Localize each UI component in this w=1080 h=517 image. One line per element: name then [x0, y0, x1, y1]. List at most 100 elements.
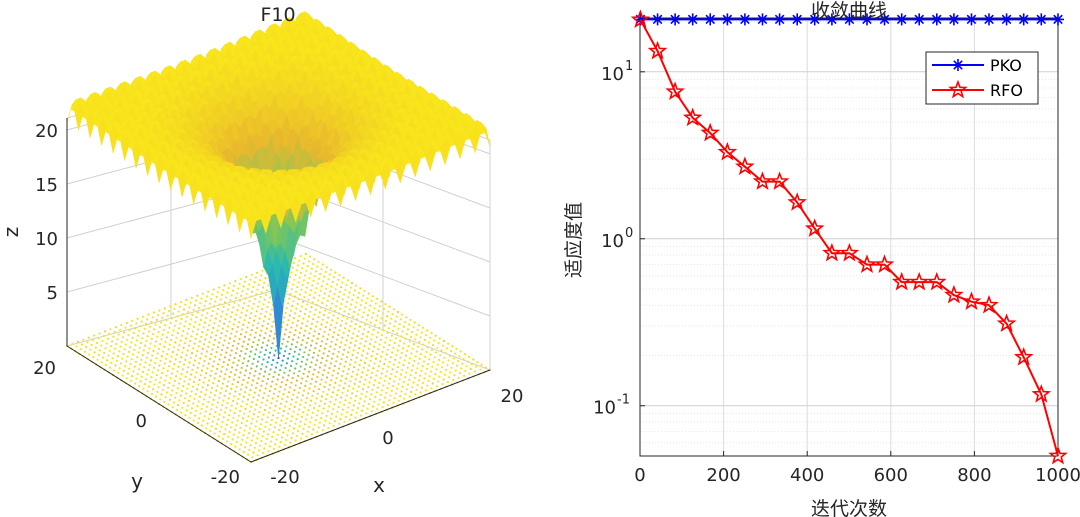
contour-dot: [453, 374, 456, 377]
contour-dot: [239, 316, 242, 319]
contour-dot: [136, 317, 139, 320]
contour-dot: [201, 292, 204, 295]
contour-dot: [463, 374, 466, 377]
contour-dot: [253, 298, 257, 301]
contour-dot: [132, 331, 135, 335]
contour-dot: [226, 418, 230, 421]
contour-dot: [332, 314, 335, 317]
contour-dot: [387, 382, 390, 385]
contour-dot: [272, 320, 275, 323]
contour-dot: [304, 291, 307, 294]
contour-dot: [262, 452, 265, 455]
contour-dot: [345, 284, 348, 287]
contour-dot: [297, 264, 300, 267]
contour-dot: [386, 387, 389, 390]
contour-dot: [312, 334, 315, 338]
contour-dot: [101, 339, 104, 342]
contour-dot: [209, 374, 212, 377]
contour-dot: [266, 344, 269, 347]
contour-dot: [254, 353, 257, 356]
contour-dot: [389, 339, 392, 342]
contour-dot: [203, 359, 206, 363]
convergence-x-label: 迭代次数: [811, 498, 887, 517]
contour-dot: [254, 314, 257, 317]
contour-dot: [247, 453, 250, 456]
contour-dot: [232, 323, 235, 326]
contour-dot: [367, 347, 370, 350]
contour-dot: [227, 325, 230, 328]
contour-dot: [373, 324, 377, 327]
contour-dot: [224, 334, 227, 337]
contour-dot: [244, 407, 247, 410]
contour-dot: [183, 325, 186, 328]
contour-dot: [328, 422, 331, 425]
contour-dot: [296, 302, 299, 305]
contour-dot: [342, 331, 345, 334]
contour-dot: [386, 348, 390, 351]
contour-dot: [134, 344, 137, 347]
contour-dot: [162, 367, 165, 370]
contour-dot: [260, 274, 263, 277]
contour-dot: [116, 355, 120, 358]
contour-dot: [281, 359, 284, 362]
contour-dot: [435, 385, 438, 388]
contour-dot: [359, 304, 362, 307]
contour-dot: [193, 414, 197, 417]
contour-dot: [145, 356, 148, 359]
contour-dot: [243, 374, 246, 377]
contour-dot: [427, 379, 430, 382]
contour-dot: [341, 353, 344, 356]
contour-dot: [370, 410, 373, 413]
contour-dot: [244, 446, 247, 449]
contour-dot: [272, 392, 275, 395]
contour-dot: [398, 378, 401, 381]
contour-dot: [374, 340, 377, 343]
contour-dot: [384, 341, 387, 344]
contour-dot: [327, 388, 330, 391]
contour-dot: [333, 309, 336, 312]
contour-dot: [289, 441, 292, 444]
contour-dot: [263, 353, 266, 356]
contour-dot: [324, 270, 327, 273]
contour-dot: [262, 358, 265, 361]
contour-dot: [359, 359, 362, 362]
contour-dot: [324, 364, 327, 367]
contour-dot: [308, 387, 311, 390]
contour-dot: [323, 292, 326, 295]
contour-dot: [115, 359, 118, 362]
contour-dot: [341, 391, 344, 394]
contour-dot: [323, 330, 326, 333]
contour-dot: [350, 337, 354, 340]
contour-dot: [388, 344, 391, 347]
contour-dot: [350, 320, 353, 323]
contour-dot: [280, 381, 283, 384]
contour-dot: [243, 335, 247, 338]
contour-dot: [375, 336, 378, 339]
contour-dot: [177, 348, 180, 351]
contour-dot: [217, 307, 220, 311]
contour-dot: [322, 407, 325, 410]
contour-dot: [266, 361, 269, 364]
contour-dot: [379, 360, 382, 363]
contour-dot: [213, 322, 216, 325]
contour-dot: [355, 301, 358, 304]
x-tick-label: 200: [706, 465, 740, 486]
contour-dot: [332, 424, 335, 427]
contour-dot: [109, 345, 112, 348]
contour-dot: [156, 335, 159, 338]
contour-dot: [289, 348, 292, 351]
contour-dot: [293, 295, 296, 298]
contour-dot: [330, 285, 333, 288]
contour-dot: [408, 395, 411, 398]
contour-dot: [358, 380, 362, 383]
contour-dot: [235, 368, 238, 372]
contour-dot: [301, 322, 304, 325]
contour-dot: [328, 367, 331, 370]
legend-pko-asterisk-icon: [952, 59, 964, 71]
contour-dot: [292, 410, 295, 413]
contour-dot: [259, 334, 262, 337]
contour-dot: [160, 376, 163, 379]
contour-dot: [424, 355, 427, 358]
contour-dot: [430, 332, 433, 335]
contour-dot: [320, 416, 323, 420]
